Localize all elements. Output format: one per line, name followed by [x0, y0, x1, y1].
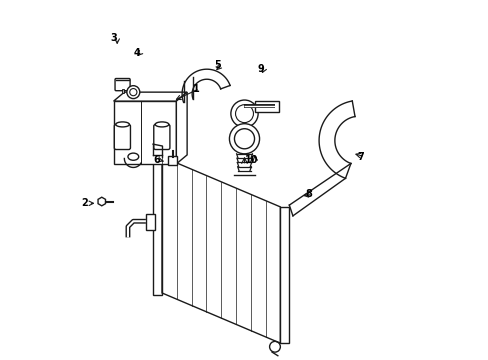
FancyBboxPatch shape [115, 78, 130, 91]
Circle shape [230, 100, 258, 127]
Text: 9: 9 [257, 64, 264, 74]
FancyBboxPatch shape [145, 214, 155, 230]
Ellipse shape [155, 122, 168, 127]
Text: 8: 8 [305, 189, 312, 199]
Text: 7: 7 [357, 152, 364, 162]
Polygon shape [113, 92, 187, 101]
Text: 6: 6 [153, 155, 160, 165]
Circle shape [126, 86, 140, 99]
FancyBboxPatch shape [168, 156, 177, 165]
Text: 3: 3 [110, 33, 117, 43]
Text: 4: 4 [133, 48, 140, 58]
FancyBboxPatch shape [255, 101, 278, 112]
Ellipse shape [116, 122, 129, 127]
Polygon shape [280, 207, 289, 343]
FancyBboxPatch shape [114, 125, 130, 149]
Polygon shape [176, 92, 187, 164]
FancyBboxPatch shape [113, 101, 176, 164]
Text: 2: 2 [81, 198, 88, 208]
FancyBboxPatch shape [153, 125, 169, 149]
Text: 1: 1 [192, 84, 199, 94]
Text: 10: 10 [244, 155, 258, 165]
Text: 5: 5 [214, 60, 221, 70]
Circle shape [229, 124, 259, 154]
